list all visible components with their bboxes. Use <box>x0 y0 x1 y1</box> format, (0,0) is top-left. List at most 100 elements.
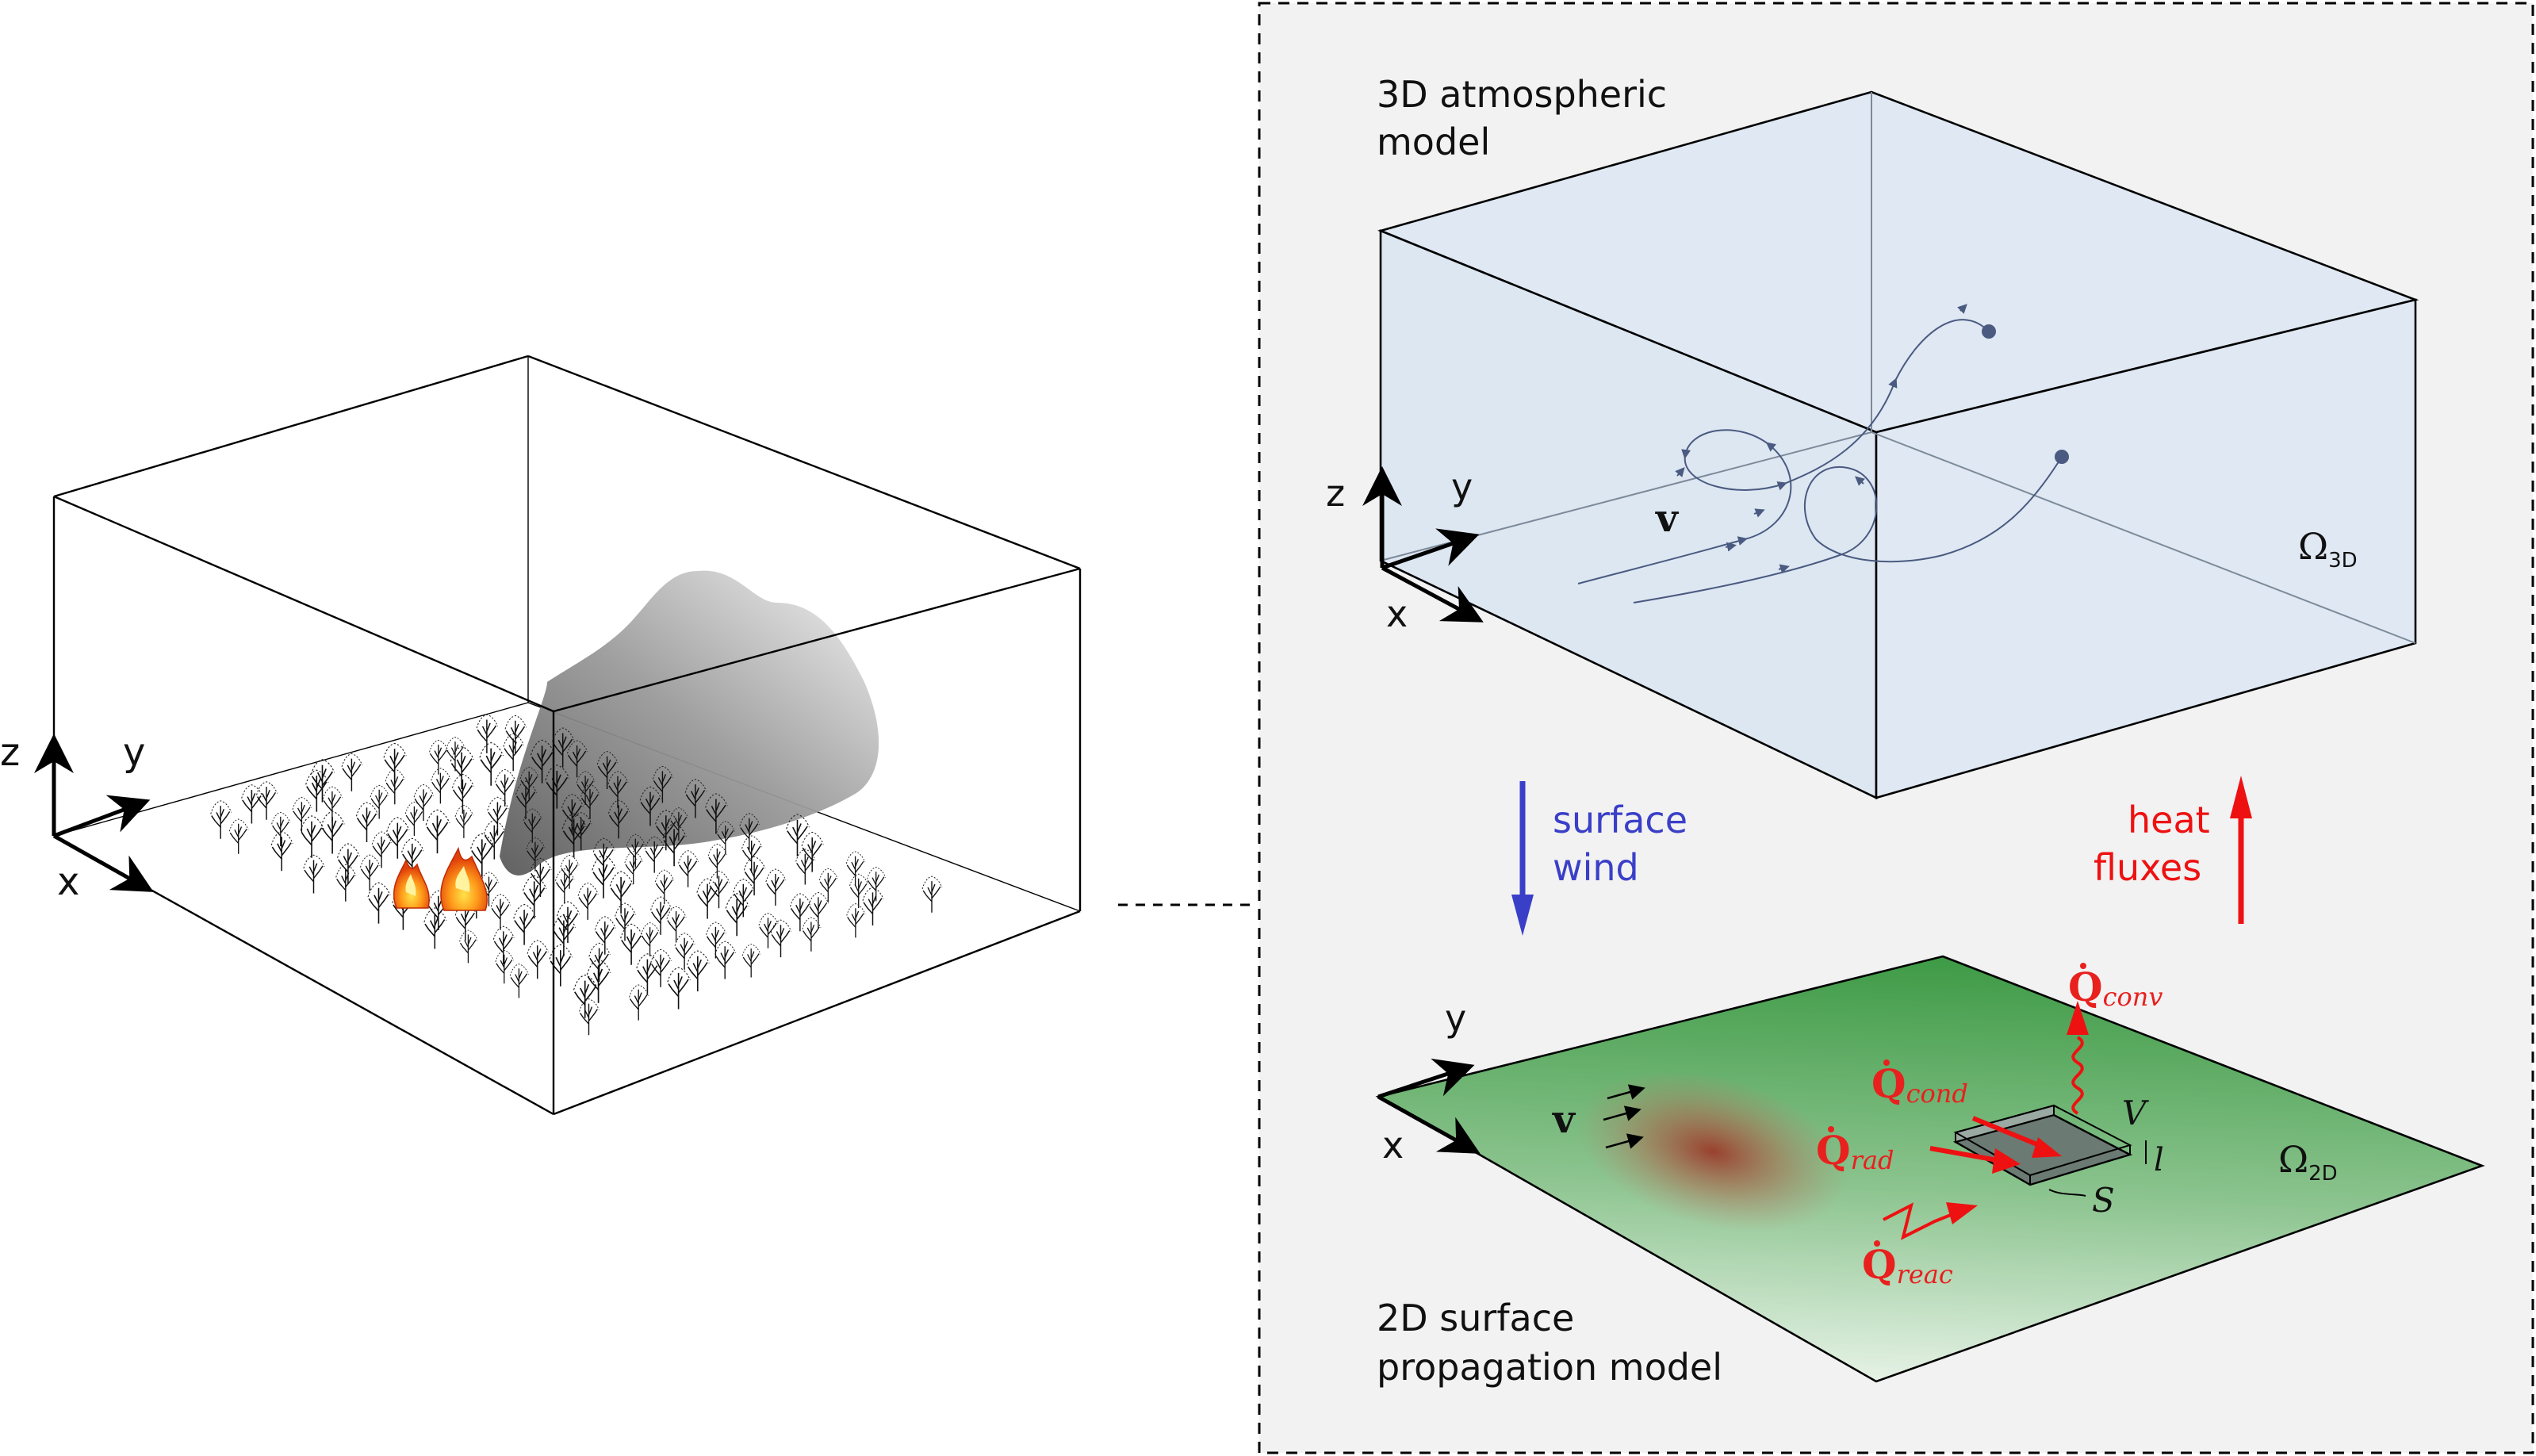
tree-icon <box>785 814 810 857</box>
tree-icon <box>770 919 792 958</box>
tree-icon <box>509 963 530 999</box>
tree-icon <box>609 871 634 914</box>
surface-wind-label: surface <box>1553 799 1687 841</box>
tree-icon <box>367 882 391 925</box>
tree-icon <box>370 784 389 820</box>
tree-icon <box>476 714 499 754</box>
tree-icon <box>490 894 511 931</box>
surface-model-label-2: propagation model <box>1377 1346 1722 1389</box>
tree-icon <box>636 953 660 996</box>
tree-icon <box>696 878 720 920</box>
tree-icon <box>371 831 393 869</box>
tree-icon <box>594 916 617 956</box>
fire-front-hotspot <box>1577 1070 1848 1233</box>
heat-fluxes-label-2: fluxes <box>2094 846 2201 889</box>
svg-text:Qcond: Qcond <box>1871 1060 1968 1109</box>
atmo-axes: z y x <box>1326 466 1484 635</box>
tree-icon <box>808 891 829 929</box>
surface-wind-arrowhead <box>1511 895 1534 936</box>
tree-icon <box>404 801 425 837</box>
tree-icon <box>522 875 547 920</box>
svg-text:Qreac: Qreac <box>1862 1241 1953 1289</box>
tree-icon <box>765 868 787 906</box>
svg-text:Qconv: Qconv <box>2068 964 2162 1012</box>
tree-icon <box>320 810 345 855</box>
tree-icon <box>385 817 410 860</box>
tree-icon <box>677 849 699 888</box>
tree-icon <box>270 830 293 872</box>
tree-icon <box>741 944 761 979</box>
tree-icon <box>666 906 687 943</box>
q-cond-label: Qcond <box>1871 1059 1968 1109</box>
surface-axes: y x <box>1377 997 1481 1167</box>
q-reac-label: Qreac <box>1862 1240 1953 1289</box>
left-axes: z y x <box>0 730 154 904</box>
tree-icon <box>341 753 363 792</box>
tree-icon <box>674 932 695 971</box>
tree-icon <box>385 768 406 805</box>
tree-icon <box>495 949 515 984</box>
surface-axis-x-label: x <box>1382 1124 1404 1167</box>
tree-icon <box>619 923 644 966</box>
tree-icon <box>577 882 600 921</box>
tree-icon <box>725 893 750 937</box>
tree-icon <box>624 851 644 885</box>
tree-icon <box>292 796 312 833</box>
tree-icon <box>529 857 552 898</box>
tree-icon <box>654 869 675 905</box>
cell-volume-label: V <box>2122 1094 2149 1132</box>
tree-icon <box>428 739 449 776</box>
left-axis-y-label: y <box>123 730 145 775</box>
tree-icon <box>628 984 649 1021</box>
tree-icon <box>458 929 478 964</box>
tree-icon <box>552 914 577 957</box>
omega-2d-label: Ω2D <box>2278 1138 2338 1186</box>
tree-icon <box>431 768 451 805</box>
tree-icon <box>228 818 249 855</box>
tree-icon <box>310 758 335 803</box>
left-axis-z-label: z <box>0 730 20 775</box>
tree-icon <box>479 741 504 787</box>
tree-icon <box>921 876 943 914</box>
atmo-model-label-2: model <box>1377 121 1490 163</box>
tree-icon <box>758 912 779 949</box>
tree-icon <box>789 893 812 932</box>
flux-arrows <box>1883 1001 2089 1240</box>
tree-icon <box>741 835 763 874</box>
tree-icon <box>707 843 728 879</box>
svg-text:Qrad: Qrad <box>1816 1127 1894 1175</box>
tree-icon <box>336 843 361 885</box>
tree-icon <box>640 921 661 957</box>
tree-icon <box>554 868 575 904</box>
tree-icon <box>649 896 672 936</box>
surface-wind-label-2: wind <box>1553 846 1639 889</box>
cell-thickness-label: l <box>2154 1142 2164 1178</box>
tree-icon <box>818 868 838 903</box>
tree-icon <box>708 870 730 910</box>
tree-icon <box>255 781 278 821</box>
tree-icon <box>626 833 645 868</box>
tree-icon <box>270 811 291 847</box>
tree-icon <box>425 809 450 854</box>
atmo-axis-y-label: y <box>1451 466 1473 508</box>
tree-icon <box>743 856 766 896</box>
atmo-box <box>1377 90 2419 800</box>
tree-icon <box>423 907 447 950</box>
tree-icon <box>335 864 357 902</box>
tree-icon <box>845 851 866 887</box>
tree-icon <box>355 802 379 843</box>
tree-icon <box>322 786 343 823</box>
cell-surface-label: S <box>2092 1181 2115 1220</box>
surface-plane <box>1375 955 2485 1383</box>
omega-3d-label: Ω3D <box>2298 525 2358 573</box>
atmo-axis-x-label: x <box>1386 592 1408 635</box>
tree-icon <box>578 998 600 1036</box>
surface-velocity-label: v <box>1552 1098 1576 1142</box>
q-conv-label: Qconv <box>2068 963 2162 1012</box>
tree-icon <box>644 836 665 874</box>
tree-icon <box>614 902 637 942</box>
tree-icon <box>209 800 232 840</box>
tree-icon <box>686 950 711 992</box>
tree-icon <box>513 903 537 946</box>
